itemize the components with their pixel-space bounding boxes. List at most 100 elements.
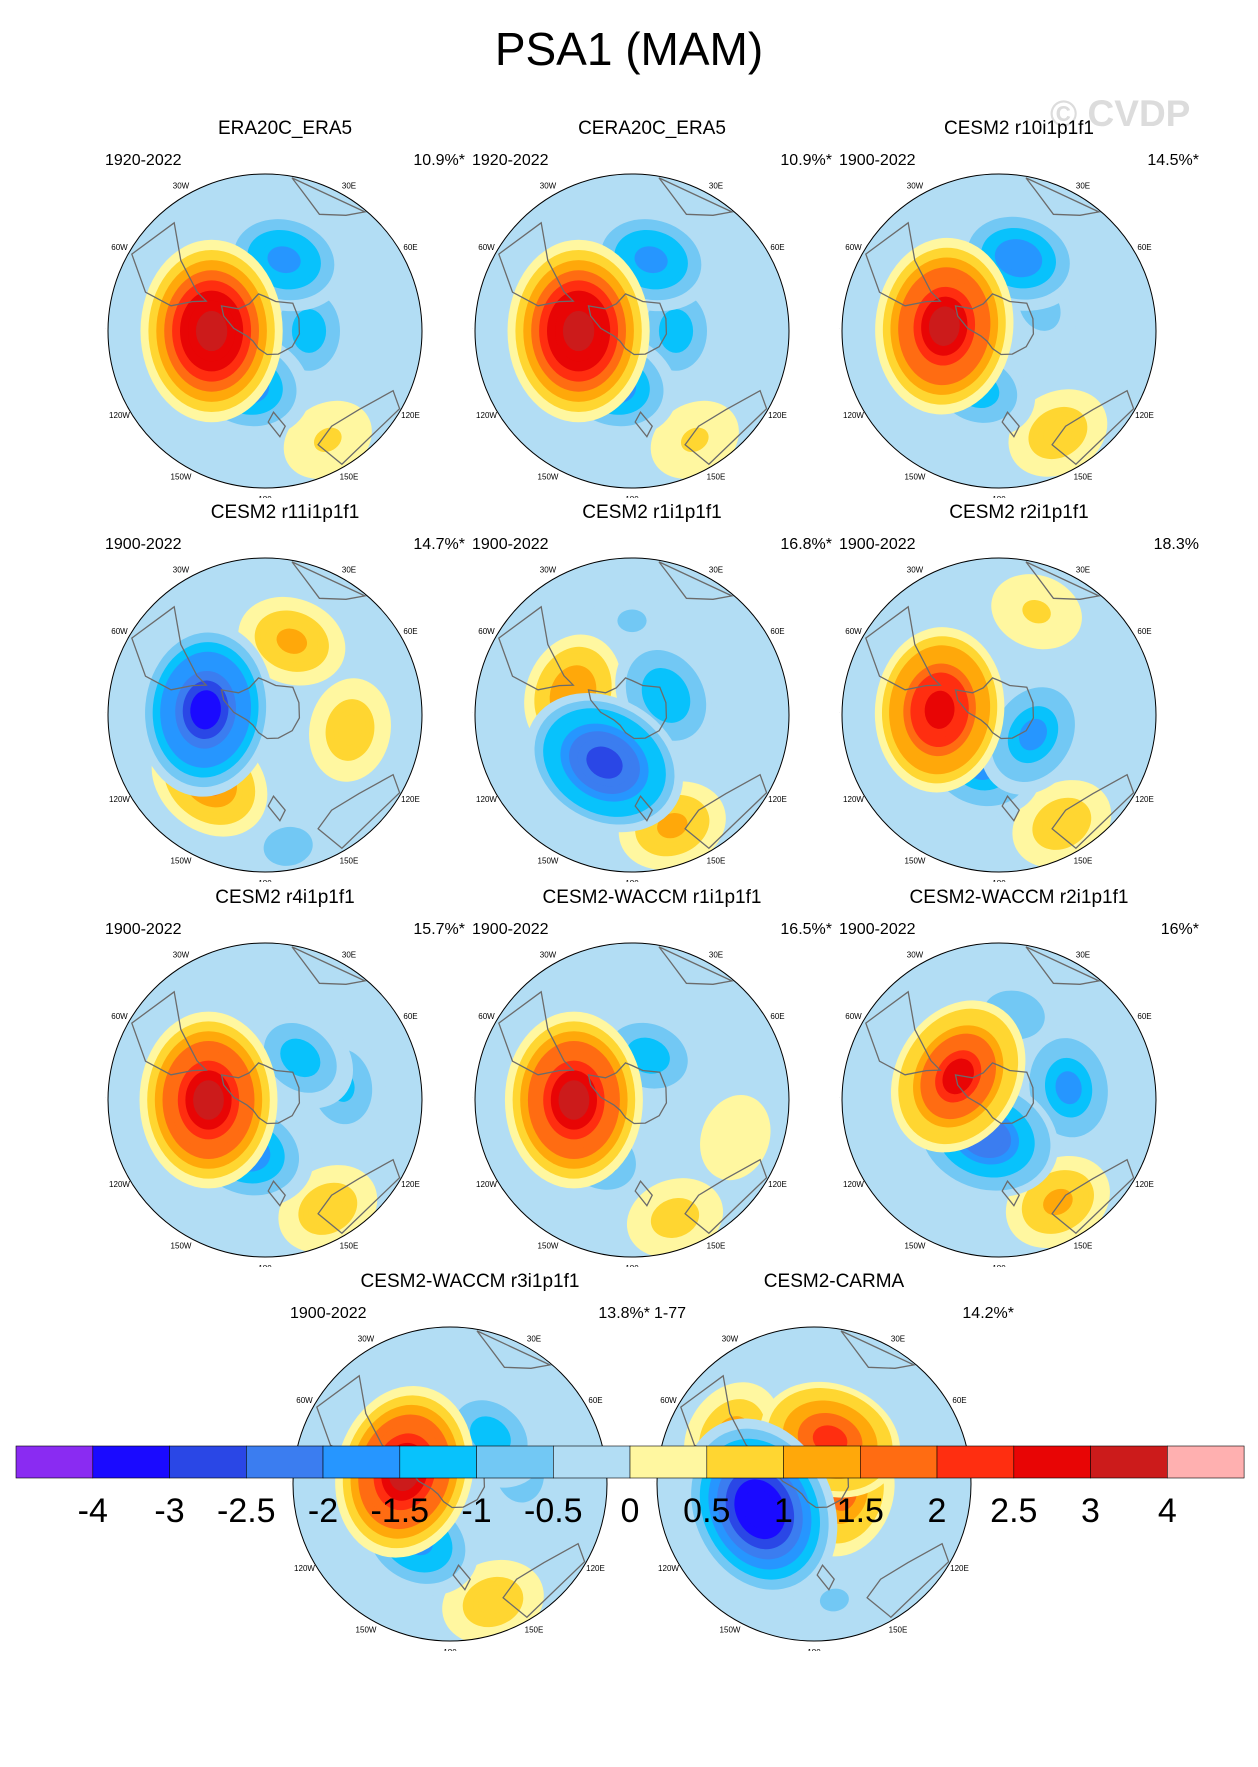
anomaly-contour <box>657 812 688 839</box>
south-america-coastline <box>131 221 208 307</box>
map-border <box>474 557 790 873</box>
anomaly-contour <box>478 1589 508 1615</box>
panel-title: ERA20C_ERA5 <box>217 118 353 139</box>
australia-coastline <box>1051 773 1135 850</box>
polar-map: 030E60E90E120E150E180150W120W90W60W30W <box>654 1326 972 1651</box>
lon-label: 60W <box>845 1012 862 1021</box>
south-america-coastline <box>498 990 575 1076</box>
lon-label: 120E <box>768 795 787 804</box>
lon-label: 30E <box>527 1335 541 1344</box>
anomaly-contour <box>942 1058 974 1095</box>
australia-coastline <box>317 1158 401 1235</box>
map-border <box>656 1326 972 1642</box>
lon-label: 90W <box>839 1096 840 1105</box>
panel-variance-pct: 16%* <box>1160 921 1199 938</box>
anomaly-contour <box>617 609 647 633</box>
map-panel: CESM2 r1i1p1f11900-202216.8%*030E60E90E1… <box>472 502 832 882</box>
map-border <box>841 557 1157 873</box>
lon-label: 150W <box>905 857 926 866</box>
antarctica-coastline <box>220 677 301 740</box>
lon-label: 120W <box>294 1564 315 1573</box>
lon-label: 30E <box>1076 951 1090 960</box>
lon-label: 150W <box>538 473 559 482</box>
lon-label: 150E <box>525 1626 544 1635</box>
lon-label: 180 <box>625 879 639 882</box>
polar-map: 030E60E90E120E150E180150W120W90W60W30W <box>290 1326 608 1651</box>
polar-map: 030E60E90E120E150E180150W120W90W60W30W <box>105 173 423 498</box>
colorbar-label: -4 <box>78 1492 108 1530</box>
lon-label: 150E <box>889 1626 908 1635</box>
australia-coastline <box>502 1542 586 1619</box>
lon-label: 60W <box>111 1012 128 1021</box>
lon-label: 180 <box>807 1648 821 1651</box>
lon-label: 60E <box>770 243 784 252</box>
map-border <box>107 173 423 489</box>
map-panel: CESM2-WACCM r2i1p1f11900-202216%*030E60E… <box>839 887 1199 1267</box>
map-panel: CESM2-WACCM r3i1p1f11900-202213.8%*030E6… <box>290 1271 650 1651</box>
anomaly-contour <box>296 315 322 347</box>
lon-label: 150W <box>720 1626 741 1635</box>
colorbar-label: -2.5 <box>217 1492 276 1530</box>
lon-label: 30W <box>907 566 924 575</box>
anomaly-contour <box>924 690 955 729</box>
antarctica-coastline <box>954 1062 1035 1125</box>
colorbar-swatch <box>92 1445 170 1479</box>
africa-coastline <box>291 561 368 600</box>
new-zealand-coastline <box>816 1564 835 1591</box>
panel-title: CERA20C_ERA5 <box>578 118 726 139</box>
panel-years: 1920-2022 <box>105 152 182 169</box>
lon-label: 180 <box>992 495 1006 498</box>
anomaly-contour <box>723 1123 747 1152</box>
lon-label: 150W <box>171 1242 192 1251</box>
panel-variance-pct: 13.8%* <box>598 1305 650 1322</box>
australia-coastline <box>1051 389 1135 466</box>
lon-label: 150E <box>1074 857 1093 866</box>
lon-label: 150W <box>538 857 559 866</box>
map-panel: ERA20C_ERA51920-202210.9%*030E60E90E120E… <box>105 118 465 498</box>
lon-label: 30E <box>342 182 356 191</box>
lon-label: 150W <box>538 1242 559 1251</box>
antarctica-coastline <box>587 293 668 356</box>
panel-variance-pct: 16.5%* <box>780 921 832 938</box>
lon-label: 60E <box>403 627 417 636</box>
lon-label: 150E <box>340 1242 359 1251</box>
colorbar-label: 4 <box>1158 1492 1177 1530</box>
anomaly-contour <box>562 310 595 352</box>
anomaly-contour <box>743 1489 777 1529</box>
colorbar-swatch <box>15 1445 94 1479</box>
map-panel: CESM2 r2i1p1f11900-202218.3%030E60E90E12… <box>839 502 1199 882</box>
lon-label: 150W <box>171 473 192 482</box>
map-panel: CESM2 r10i1p1f11900-202214.5%*030E60E90E… <box>839 118 1199 498</box>
anomaly-contour <box>190 690 221 730</box>
anomaly-contour <box>634 246 668 274</box>
lon-label: 120W <box>843 795 864 804</box>
antarctica-coastline <box>220 293 301 356</box>
lon-label: 90W <box>105 711 106 720</box>
antarctica-coastline <box>587 677 668 740</box>
anomaly-contour <box>285 1043 315 1072</box>
lon-label: 30W <box>722 1335 739 1344</box>
lon-label: 30W <box>540 951 557 960</box>
panel-variance-pct: 14.7%* <box>413 536 465 553</box>
panel-title: CESM2-WACCM r1i1p1f1 <box>542 887 762 908</box>
lon-label: 120W <box>476 795 497 804</box>
map-border <box>107 557 423 873</box>
anomaly-contour <box>663 315 689 347</box>
south-america-coastline <box>865 605 942 691</box>
africa-coastline <box>476 1330 553 1369</box>
lon-label: 60W <box>845 627 862 636</box>
map-border <box>841 173 1157 489</box>
panel-title: CESM2-CARMA <box>763 1271 905 1292</box>
lon-label: 60E <box>588 1396 602 1405</box>
new-zealand-coastline <box>452 1564 471 1591</box>
lon-label: 60W <box>111 243 128 252</box>
lon-label: 90W <box>105 327 106 336</box>
anomaly-contour <box>1055 1071 1082 1105</box>
lon-label: 180 <box>992 1264 1006 1267</box>
antarctica-coastline <box>220 1062 301 1125</box>
lon-label: 120W <box>476 1180 497 1189</box>
lon-label: 150E <box>707 857 726 866</box>
lon-label: 30W <box>907 951 924 960</box>
colorbar-swatch <box>1090 1445 1168 1479</box>
